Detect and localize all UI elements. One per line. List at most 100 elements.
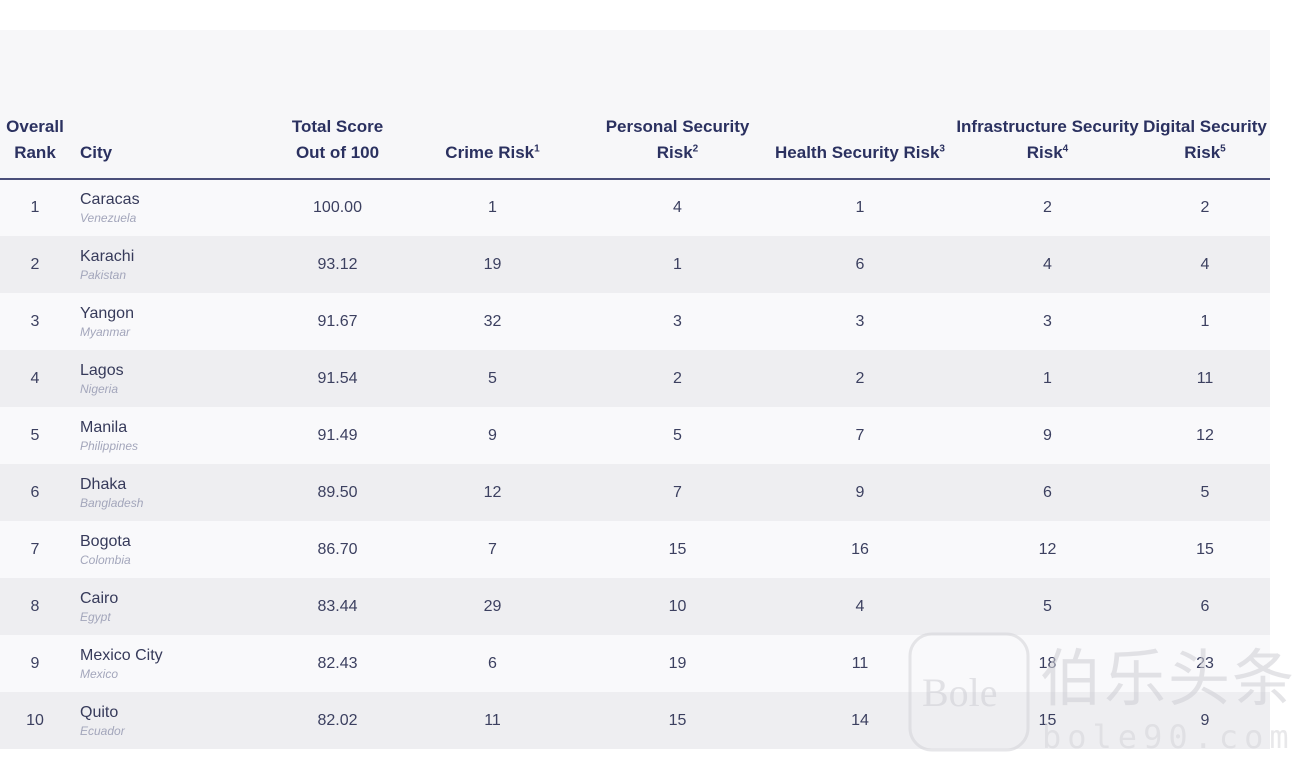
header-city: City <box>70 30 280 180</box>
city-name: Lagos <box>80 361 124 379</box>
cell-city: Caracas Venezuela <box>70 179 280 236</box>
cell-score: 100.00 <box>313 199 362 216</box>
cell-digital: 12 <box>1196 426 1214 444</box>
footnote-mark: 1 <box>534 143 540 155</box>
cell-health: 3 <box>855 312 865 330</box>
header-total-score: Total Score Out of 100 <box>280 30 395 180</box>
cell-infrastructure: 12 <box>1038 540 1057 558</box>
cell-digital: 4 <box>1200 255 1210 273</box>
header-infrastructure-security-risk: Infrastructure Security Risk4 <box>955 30 1140 180</box>
cell-digital: 5 <box>1200 483 1210 501</box>
cell-rank: 3 <box>30 312 40 330</box>
cell-digital: 9 <box>1200 711 1210 729</box>
cell-city: Mexico City Mexico <box>70 635 280 692</box>
footnote-mark: 3 <box>939 143 945 155</box>
cell-score: 91.67 <box>317 312 358 330</box>
cell-digital: 15 <box>1196 540 1214 558</box>
city-name: Yangon <box>80 304 134 322</box>
header-personal-security-risk: Personal Security Risk2 <box>590 30 765 180</box>
cell-infrastructure: 3 <box>1043 312 1052 330</box>
city-risk-ranking-table: Overall Rank City Total Score Out of 100… <box>0 30 1270 749</box>
cell-digital: 6 <box>1200 597 1210 615</box>
cell-rank: 8 <box>30 597 40 615</box>
cell-infrastructure: 4 <box>1043 255 1052 273</box>
cell-rank: 9 <box>30 654 40 672</box>
cell-infrastructure: 2 <box>1043 199 1052 216</box>
cell-city: Manila Philippines <box>70 407 280 464</box>
city-name: Dhaka <box>80 475 127 493</box>
cell-health: 11 <box>851 654 869 672</box>
header-digital-security-risk: Digital Security Risk5 <box>1140 30 1270 180</box>
cell-city: Lagos Nigeria <box>70 350 280 407</box>
cell-rank: 5 <box>30 426 40 444</box>
cell-crime: 29 <box>483 597 502 615</box>
cell-city: Yangon Myanmar <box>70 293 280 350</box>
cell-health: 14 <box>851 711 869 729</box>
cell-score: 83.44 <box>317 597 358 615</box>
footnote-mark: 5 <box>1220 143 1226 155</box>
cell-digital: 1 <box>1200 312 1210 330</box>
cell-personal: 15 <box>668 711 687 729</box>
cell-infrastructure: 1 <box>1043 369 1052 387</box>
table-row: 2 Karachi Pakistan 93.12 19 1 6 4 4 <box>0 236 1270 293</box>
cell-health: 6 <box>855 255 865 273</box>
city-name: Bogota <box>80 532 131 550</box>
cell-personal: 7 <box>673 483 682 501</box>
cell-rank: 2 <box>30 255 40 273</box>
city-name: Cairo <box>80 589 119 607</box>
cell-health: 4 <box>855 597 865 615</box>
country-name: Colombia <box>80 552 131 567</box>
cell-city: Karachi Pakistan <box>70 236 280 293</box>
city-name: Quito <box>80 703 119 721</box>
country-name: Philippines <box>80 438 139 453</box>
footnote-mark: 2 <box>692 143 699 155</box>
table-header-row: Overall Rank City Total Score Out of 100… <box>0 30 1270 180</box>
cell-health: 16 <box>851 540 869 558</box>
table-body: 1 Caracas Venezuela 100.00 1 4 1 2 2 2 Karachi Paki… <box>0 179 1270 749</box>
cell-score: 93.12 <box>317 255 358 273</box>
header-overall-rank: Overall Rank <box>0 30 70 180</box>
cell-personal: 4 <box>673 199 682 216</box>
cell-infrastructure: 5 <box>1043 597 1052 615</box>
cell-crime: 6 <box>488 654 497 672</box>
cell-personal: 2 <box>673 369 682 387</box>
cell-crime: 5 <box>488 369 497 387</box>
cell-score: 91.54 <box>317 369 358 387</box>
cell-infrastructure: 6 <box>1043 483 1052 501</box>
cell-score: 91.49 <box>317 426 358 444</box>
header-crime-risk: Crime Risk1 <box>395 30 590 180</box>
country-name: Myanmar <box>80 324 131 339</box>
country-name: Nigeria <box>80 381 119 396</box>
city-name: Mexico City <box>80 646 163 664</box>
cell-crime: 11 <box>484 711 501 729</box>
cell-personal: 15 <box>668 540 687 558</box>
cell-rank: 6 <box>30 483 40 501</box>
cell-digital: 2 <box>1200 199 1210 216</box>
cell-health: 9 <box>855 483 865 501</box>
table-row: 9 Mexico City Mexico 82.43 6 19 11 18 23 <box>0 635 1270 692</box>
cell-infrastructure: 9 <box>1043 426 1052 444</box>
cell-rank: 7 <box>30 540 40 558</box>
cell-digital: 23 <box>1196 654 1214 672</box>
table-row: 1 Caracas Venezuela 100.00 1 4 1 2 2 <box>0 179 1270 236</box>
table-row: 10 Quito Ecuador 82.02 11 15 14 15 9 <box>0 692 1270 749</box>
cell-personal: 10 <box>668 597 687 615</box>
cell-digital: 11 <box>1196 369 1214 387</box>
cell-infrastructure: 18 <box>1038 654 1057 672</box>
cell-city: Dhaka Bangladesh <box>70 464 280 521</box>
cell-personal: 19 <box>668 654 687 672</box>
header-health-security-risk: Health Security Risk3 <box>765 30 955 180</box>
country-name: Mexico <box>80 666 119 681</box>
cell-score: 86.70 <box>317 540 358 558</box>
country-name: Bangladesh <box>80 495 144 510</box>
country-name: Egypt <box>80 609 111 624</box>
cell-crime: 32 <box>483 312 502 330</box>
footnote-mark: 4 <box>1062 143 1069 155</box>
cell-rank: 1 <box>30 199 40 216</box>
country-name: Pakistan <box>80 267 127 282</box>
table-row: 8 Cairo Egypt 83.44 29 10 4 5 6 <box>0 578 1270 635</box>
cell-score: 89.50 <box>317 483 358 501</box>
cell-rank: 4 <box>30 369 40 387</box>
city-name: Caracas <box>80 191 140 208</box>
cell-crime: 19 <box>483 255 502 273</box>
